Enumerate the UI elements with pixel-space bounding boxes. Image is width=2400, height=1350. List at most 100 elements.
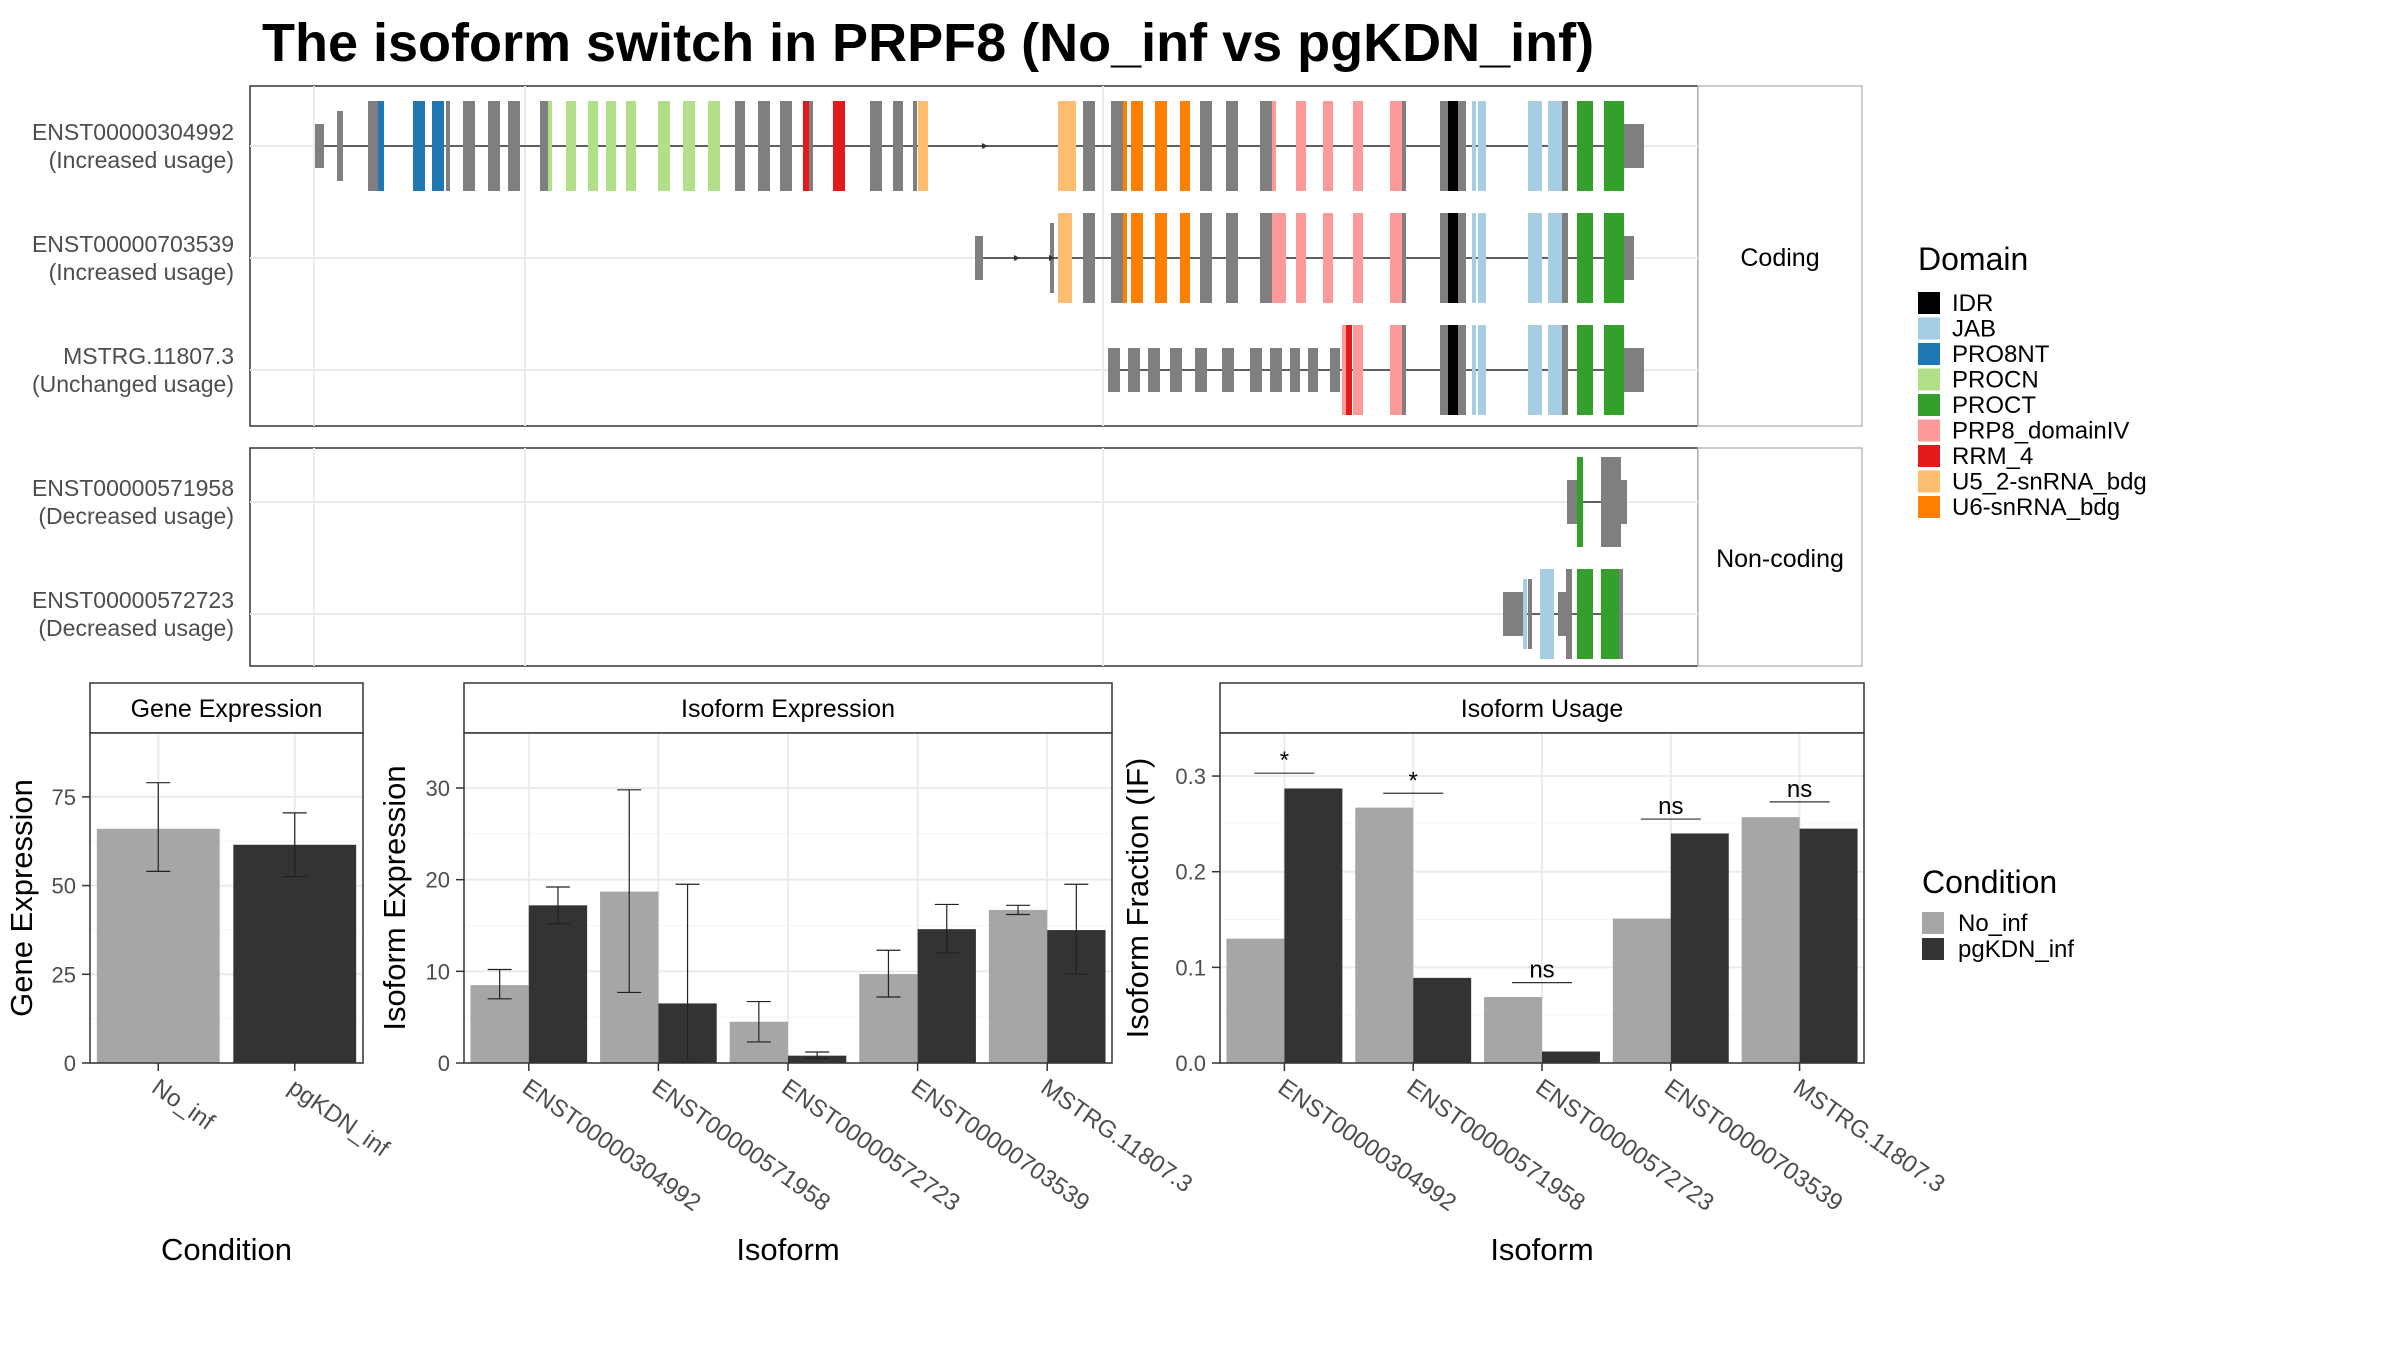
exon	[1548, 569, 1554, 659]
coding-strip	[1697, 85, 1863, 427]
bar	[528, 905, 588, 1063]
exon	[1390, 213, 1402, 303]
legend-label: IDR	[1952, 290, 1993, 317]
exon	[870, 101, 882, 191]
isoform-label: ENST00000703539	[32, 231, 234, 257]
bar	[233, 844, 357, 1063]
exon	[780, 101, 792, 191]
y-tick-label: 10	[426, 959, 450, 984]
strand-arrow	[1049, 255, 1055, 261]
exon	[1562, 325, 1568, 415]
exon	[1131, 213, 1143, 303]
coding-strip-label: Coding	[1740, 244, 1819, 272]
panel-border	[1219, 732, 1865, 1064]
exon	[1562, 101, 1568, 191]
bar	[1226, 938, 1285, 1063]
chart-title: The isoform switch in PRPF8 (No_inf vs p…	[262, 13, 1595, 73]
exon	[1155, 101, 1167, 191]
exon	[1323, 213, 1333, 303]
exon	[1353, 101, 1363, 191]
exon	[606, 101, 616, 191]
y-axis-label: Isoform Fraction (IF)	[1120, 758, 1155, 1039]
exon	[1390, 325, 1402, 415]
exon	[975, 236, 983, 280]
exon	[1123, 213, 1127, 303]
legend-key	[1918, 292, 1940, 314]
exon	[1604, 213, 1624, 303]
bar	[788, 1055, 847, 1063]
exon	[1624, 348, 1644, 392]
exon	[1390, 101, 1402, 191]
y-tick-label: 20	[426, 868, 450, 893]
exon	[1402, 101, 1406, 191]
x-axis-label: Isoform	[736, 1232, 839, 1267]
exon	[1272, 213, 1276, 303]
exon	[315, 124, 324, 168]
exon	[1440, 325, 1448, 415]
exon	[1170, 348, 1182, 392]
exon	[658, 101, 670, 191]
exon	[413, 101, 425, 191]
exon	[1342, 325, 1346, 415]
exon	[1346, 325, 1352, 415]
exon	[1448, 101, 1458, 191]
exon	[1195, 348, 1207, 392]
exon	[1478, 101, 1486, 191]
isoform-usage-label: (Increased usage)	[49, 147, 234, 173]
exon	[566, 101, 576, 191]
exon	[1272, 101, 1276, 191]
bar	[1799, 828, 1858, 1063]
domain-legend-title: Domain	[1918, 241, 2028, 277]
exon	[1200, 213, 1212, 303]
exon	[1180, 213, 1190, 303]
legend-key	[1918, 317, 1940, 340]
x-tick-label: No_inf	[147, 1074, 220, 1136]
exon	[1083, 213, 1095, 303]
exon	[1148, 348, 1160, 392]
isoform-usage-label: (Decreased usage)	[38, 615, 234, 641]
exon	[1058, 213, 1072, 303]
facet-strip	[89, 682, 364, 734]
facet-strip-label: Gene Expression	[131, 695, 323, 723]
significance-label: ns	[1658, 793, 1683, 820]
legend-label: PRO8NT	[1952, 341, 2050, 368]
legend-label: U6-snRNA_bdg	[1952, 494, 2120, 521]
exon	[588, 101, 598, 191]
exon	[1458, 213, 1466, 303]
exon	[708, 101, 720, 191]
panel-border	[89, 732, 364, 1064]
exon	[893, 101, 903, 191]
exon	[1621, 480, 1627, 524]
legend-label: JAB	[1952, 316, 1996, 343]
exon	[1222, 348, 1234, 392]
exon	[1577, 101, 1593, 191]
panel-border	[463, 732, 1113, 1064]
exon	[1226, 101, 1238, 191]
legend-key	[1918, 496, 1940, 518]
exon	[1624, 124, 1644, 168]
exon	[1128, 348, 1140, 392]
legend-label: RRM_4	[1952, 443, 2033, 470]
exon	[1323, 101, 1333, 191]
exon	[1276, 213, 1286, 303]
exon	[1111, 213, 1123, 303]
exon	[1478, 213, 1486, 303]
exon	[1226, 213, 1238, 303]
strand-arrow	[1014, 255, 1020, 261]
noncoding-panel	[249, 447, 1699, 667]
noncoding-strip-label: Non-coding	[1716, 545, 1844, 573]
exon	[1558, 592, 1568, 636]
exon	[1528, 213, 1542, 303]
isoform-label: ENST00000571958	[32, 475, 234, 501]
exon	[1260, 101, 1272, 191]
exon	[368, 101, 378, 191]
exon	[540, 101, 548, 191]
exon	[1448, 213, 1458, 303]
exon	[1296, 101, 1306, 191]
exon	[446, 101, 450, 191]
y-tick-label: 0.1	[1175, 955, 1206, 980]
exon	[1058, 101, 1076, 191]
exon	[1548, 213, 1562, 303]
legend-key	[1922, 938, 1944, 960]
